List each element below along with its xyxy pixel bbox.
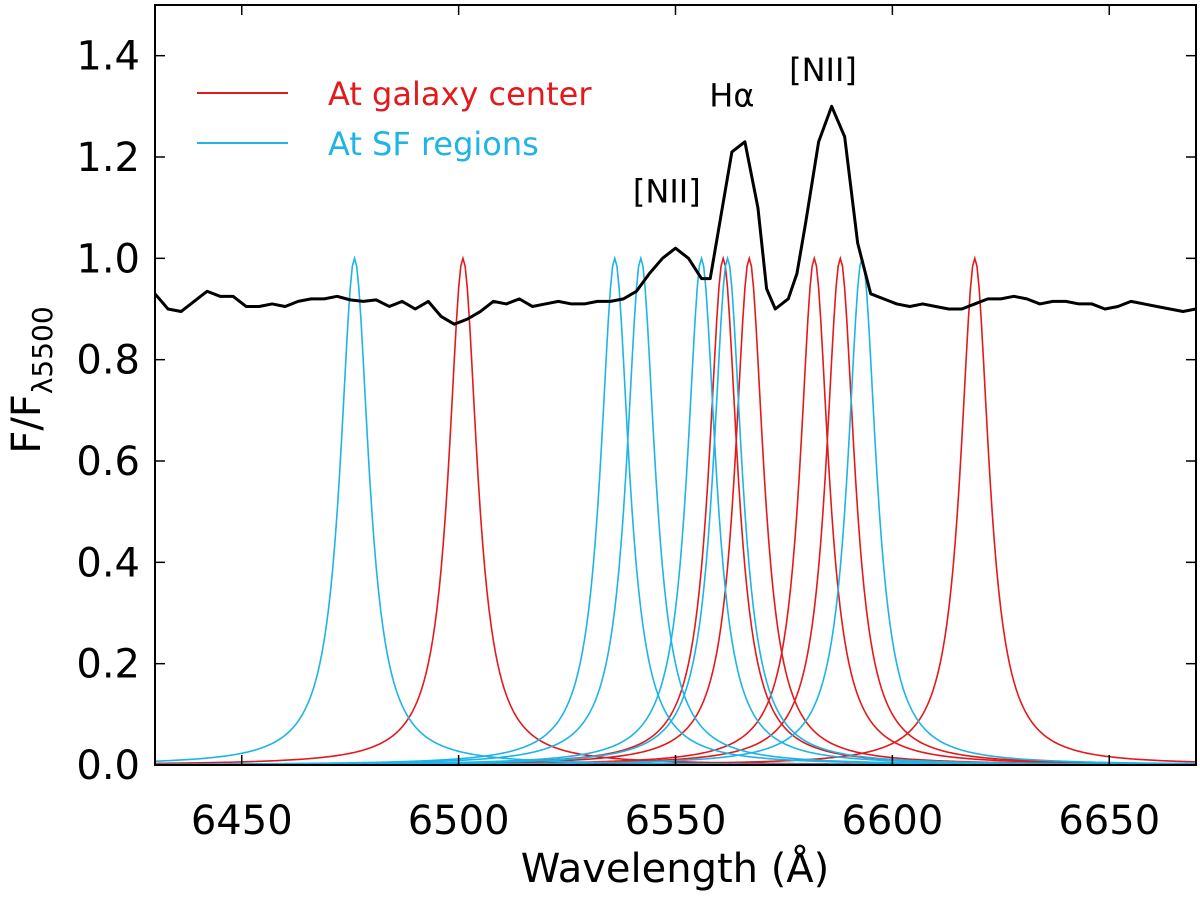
annotation-nii-6548: [NII] (633, 173, 701, 211)
x-tick-label-6500: 6500 (408, 798, 510, 844)
x-tick-label-6650: 6650 (1058, 798, 1160, 844)
y-tick-label-0.4: 0.4 (76, 540, 140, 586)
axis-ticks (155, 5, 1196, 766)
legend-label-galaxy-center: At galaxy center (328, 75, 592, 113)
x-tick-label-6550: 6550 (625, 798, 727, 844)
y-axis-title: F/Fλ5500 (4, 306, 59, 453)
y-tick-label-0.2: 0.2 (76, 642, 140, 688)
axis-tick-labels: 6450 6500 6550 6600 6650 0.0 0.2 0.4 0.6 0.8 1.0 1.… (76, 34, 1160, 844)
y-tick-label-1.2: 1.2 (76, 135, 140, 181)
y-axis-title-subscript: λ5500 (26, 306, 59, 394)
y-tick-label-0: 0.0 (76, 743, 140, 789)
x-axis-title: Wavelength (Å) (521, 844, 830, 892)
y-tick-label-1: 1.0 (76, 236, 140, 282)
y-tick-label-1.4: 1.4 (76, 34, 140, 80)
annotation-h-alpha: Hα (709, 76, 754, 114)
legend-label-sf-regions: At SF regions (328, 125, 539, 163)
spectrum-line (155, 104, 1196, 326)
legend: At galaxy center At SF regions (197, 75, 592, 163)
x-tick-label-6450: 6450 (191, 798, 293, 844)
annotation-nii-6584: [NII] (789, 51, 857, 89)
y-tick-label-0.6: 0.6 (76, 439, 140, 485)
y-axis-title-main: F/F (4, 394, 50, 454)
y-tick-label-0.8: 0.8 (76, 338, 140, 384)
x-tick-label-6600: 6600 (841, 798, 943, 844)
